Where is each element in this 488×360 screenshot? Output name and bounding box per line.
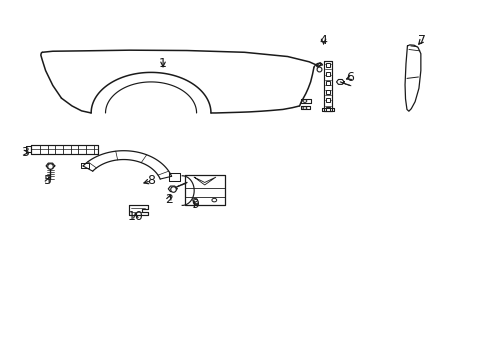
Text: 5: 5 xyxy=(44,174,52,186)
Text: 1: 1 xyxy=(159,57,166,70)
Text: 2: 2 xyxy=(164,193,172,206)
Text: 9: 9 xyxy=(191,198,199,211)
Text: 8: 8 xyxy=(147,174,155,187)
Text: 3: 3 xyxy=(21,146,29,159)
Text: 7: 7 xyxy=(417,34,425,47)
Text: 10: 10 xyxy=(127,210,143,223)
Text: 4: 4 xyxy=(319,34,327,47)
Text: 6: 6 xyxy=(346,71,353,84)
